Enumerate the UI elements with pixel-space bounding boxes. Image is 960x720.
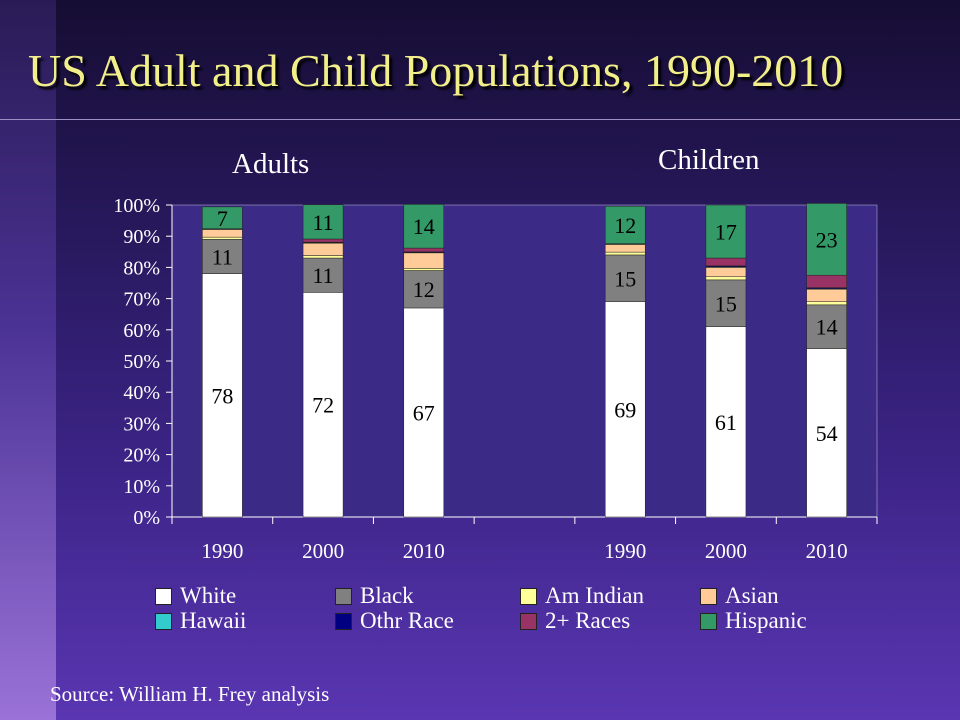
data-label: 11 — [312, 263, 333, 288]
y-tick-label: 50% — [123, 351, 160, 373]
data-label: 23 — [816, 227, 838, 252]
legend-label: Hawaii — [180, 608, 247, 633]
y-tick-label: 10% — [123, 476, 160, 498]
data-label: 69 — [614, 397, 636, 422]
bar-segment-asian — [806, 288, 847, 302]
bar-segment-hispanic — [705, 204, 747, 259]
bar-segment-asian — [403, 252, 445, 269]
legend-item: Hawaii — [155, 608, 246, 634]
data-label: 14 — [413, 214, 435, 239]
y-tick-label: 80% — [123, 257, 160, 279]
page-title: US Adult and Child Populations, 1990-201… — [28, 45, 844, 96]
y-tick-label: 60% — [123, 320, 160, 342]
bar-segment-white — [604, 301, 646, 518]
legend-item: Am Indian — [520, 583, 644, 609]
data-label: 12 — [614, 213, 636, 238]
x-tick-label: 2010 — [806, 539, 848, 563]
legend-swatch — [155, 587, 172, 605]
y-tick-label: 100% — [113, 195, 160, 217]
bar-segment-hispanic — [403, 204, 445, 249]
bar-segment-black — [604, 254, 646, 302]
data-label: 14 — [816, 315, 838, 340]
legend-label: Hispanic — [725, 608, 807, 633]
bar-segment-am-indian — [202, 236, 243, 240]
legend-label: Othr Race — [360, 608, 454, 633]
data-label: 17 — [715, 220, 737, 245]
bar-segment-am-indian — [806, 301, 847, 306]
x-tick-label: 1990 — [201, 539, 243, 563]
data-label: 78 — [211, 383, 233, 408]
legend-item: Black — [335, 583, 414, 609]
y-tick-label: 0% — [133, 507, 160, 529]
bar-segment-am-indian — [705, 276, 747, 281]
x-tick-label: 1990 — [604, 539, 646, 563]
bar-segment-black — [302, 257, 344, 293]
legend-swatch — [700, 612, 717, 630]
x-tick-label: 2010 — [403, 539, 445, 563]
legend-label: Asian — [725, 583, 779, 608]
x-tick-label: 2000 — [302, 539, 344, 563]
plot-area — [171, 204, 878, 518]
bar-segment-white — [302, 292, 344, 518]
x-tick-label: 2000 — [705, 539, 747, 563]
y-tick-label: 90% — [123, 226, 160, 248]
legend-swatch — [335, 587, 352, 605]
data-label: 61 — [715, 410, 737, 435]
y-tick-label: 70% — [123, 289, 160, 311]
legend-swatch — [155, 612, 172, 630]
data-label: 11 — [212, 244, 233, 269]
legend-swatch — [520, 587, 537, 605]
legend-swatch — [335, 612, 352, 630]
legend-swatch — [700, 587, 717, 605]
data-label: 15 — [715, 291, 737, 316]
title-divider — [0, 119, 960, 120]
bar-segment-asian — [604, 244, 646, 253]
legend-label: Black — [360, 583, 414, 608]
bar-segment-hispanic — [806, 203, 847, 276]
legend-item: Othr Race — [335, 608, 454, 634]
legend-label: Am Indian — [545, 583, 645, 608]
bar-segment-am-indian — [403, 268, 445, 271]
data-label: 7 — [217, 206, 228, 231]
data-label: 11 — [312, 210, 333, 235]
legend-item: 2+ Races — [520, 608, 630, 634]
bar-segment-asian — [705, 267, 747, 278]
left-decor-band — [0, 0, 56, 720]
data-label: 15 — [614, 266, 636, 291]
legend-item: Hispanic — [700, 608, 807, 634]
y-tick-label: 40% — [123, 382, 160, 404]
source-note: Source: William H. Frey analysis — [50, 682, 330, 706]
group-label-children: Children — [658, 144, 760, 176]
bar-segment-hispanic — [302, 204, 344, 240]
data-label: 72 — [312, 393, 334, 418]
y-tick-label: 30% — [123, 413, 160, 435]
legend-item: White — [155, 583, 236, 609]
bar-segment-black — [202, 239, 243, 274]
bar-segment-2-races — [806, 274, 847, 288]
bar-segment-am-indian — [302, 255, 344, 259]
bar-segment-2-races — [403, 247, 445, 253]
group-label-adults: Adults — [232, 148, 310, 180]
bar-segment-hispanic — [604, 205, 646, 244]
legend-label: White — [180, 583, 237, 608]
data-label: 67 — [413, 400, 435, 425]
bar-segment-hispanic — [202, 206, 243, 229]
bar-segment-asian — [302, 242, 344, 256]
data-label: 54 — [816, 421, 838, 446]
y-tick-label: 20% — [123, 445, 160, 467]
legend-label: 2+ Races — [545, 608, 631, 633]
bar-segment-am-indian — [604, 251, 646, 256]
bar-segment-white — [202, 273, 243, 518]
bar-segment-2-races — [302, 238, 344, 243]
legend-item: Asian — [700, 583, 779, 609]
legend-swatch — [520, 612, 537, 630]
bar-segment-2-races — [705, 257, 747, 267]
bar-segment-black — [705, 279, 747, 327]
data-label: 12 — [413, 277, 435, 302]
bar-segment-white — [705, 326, 747, 518]
